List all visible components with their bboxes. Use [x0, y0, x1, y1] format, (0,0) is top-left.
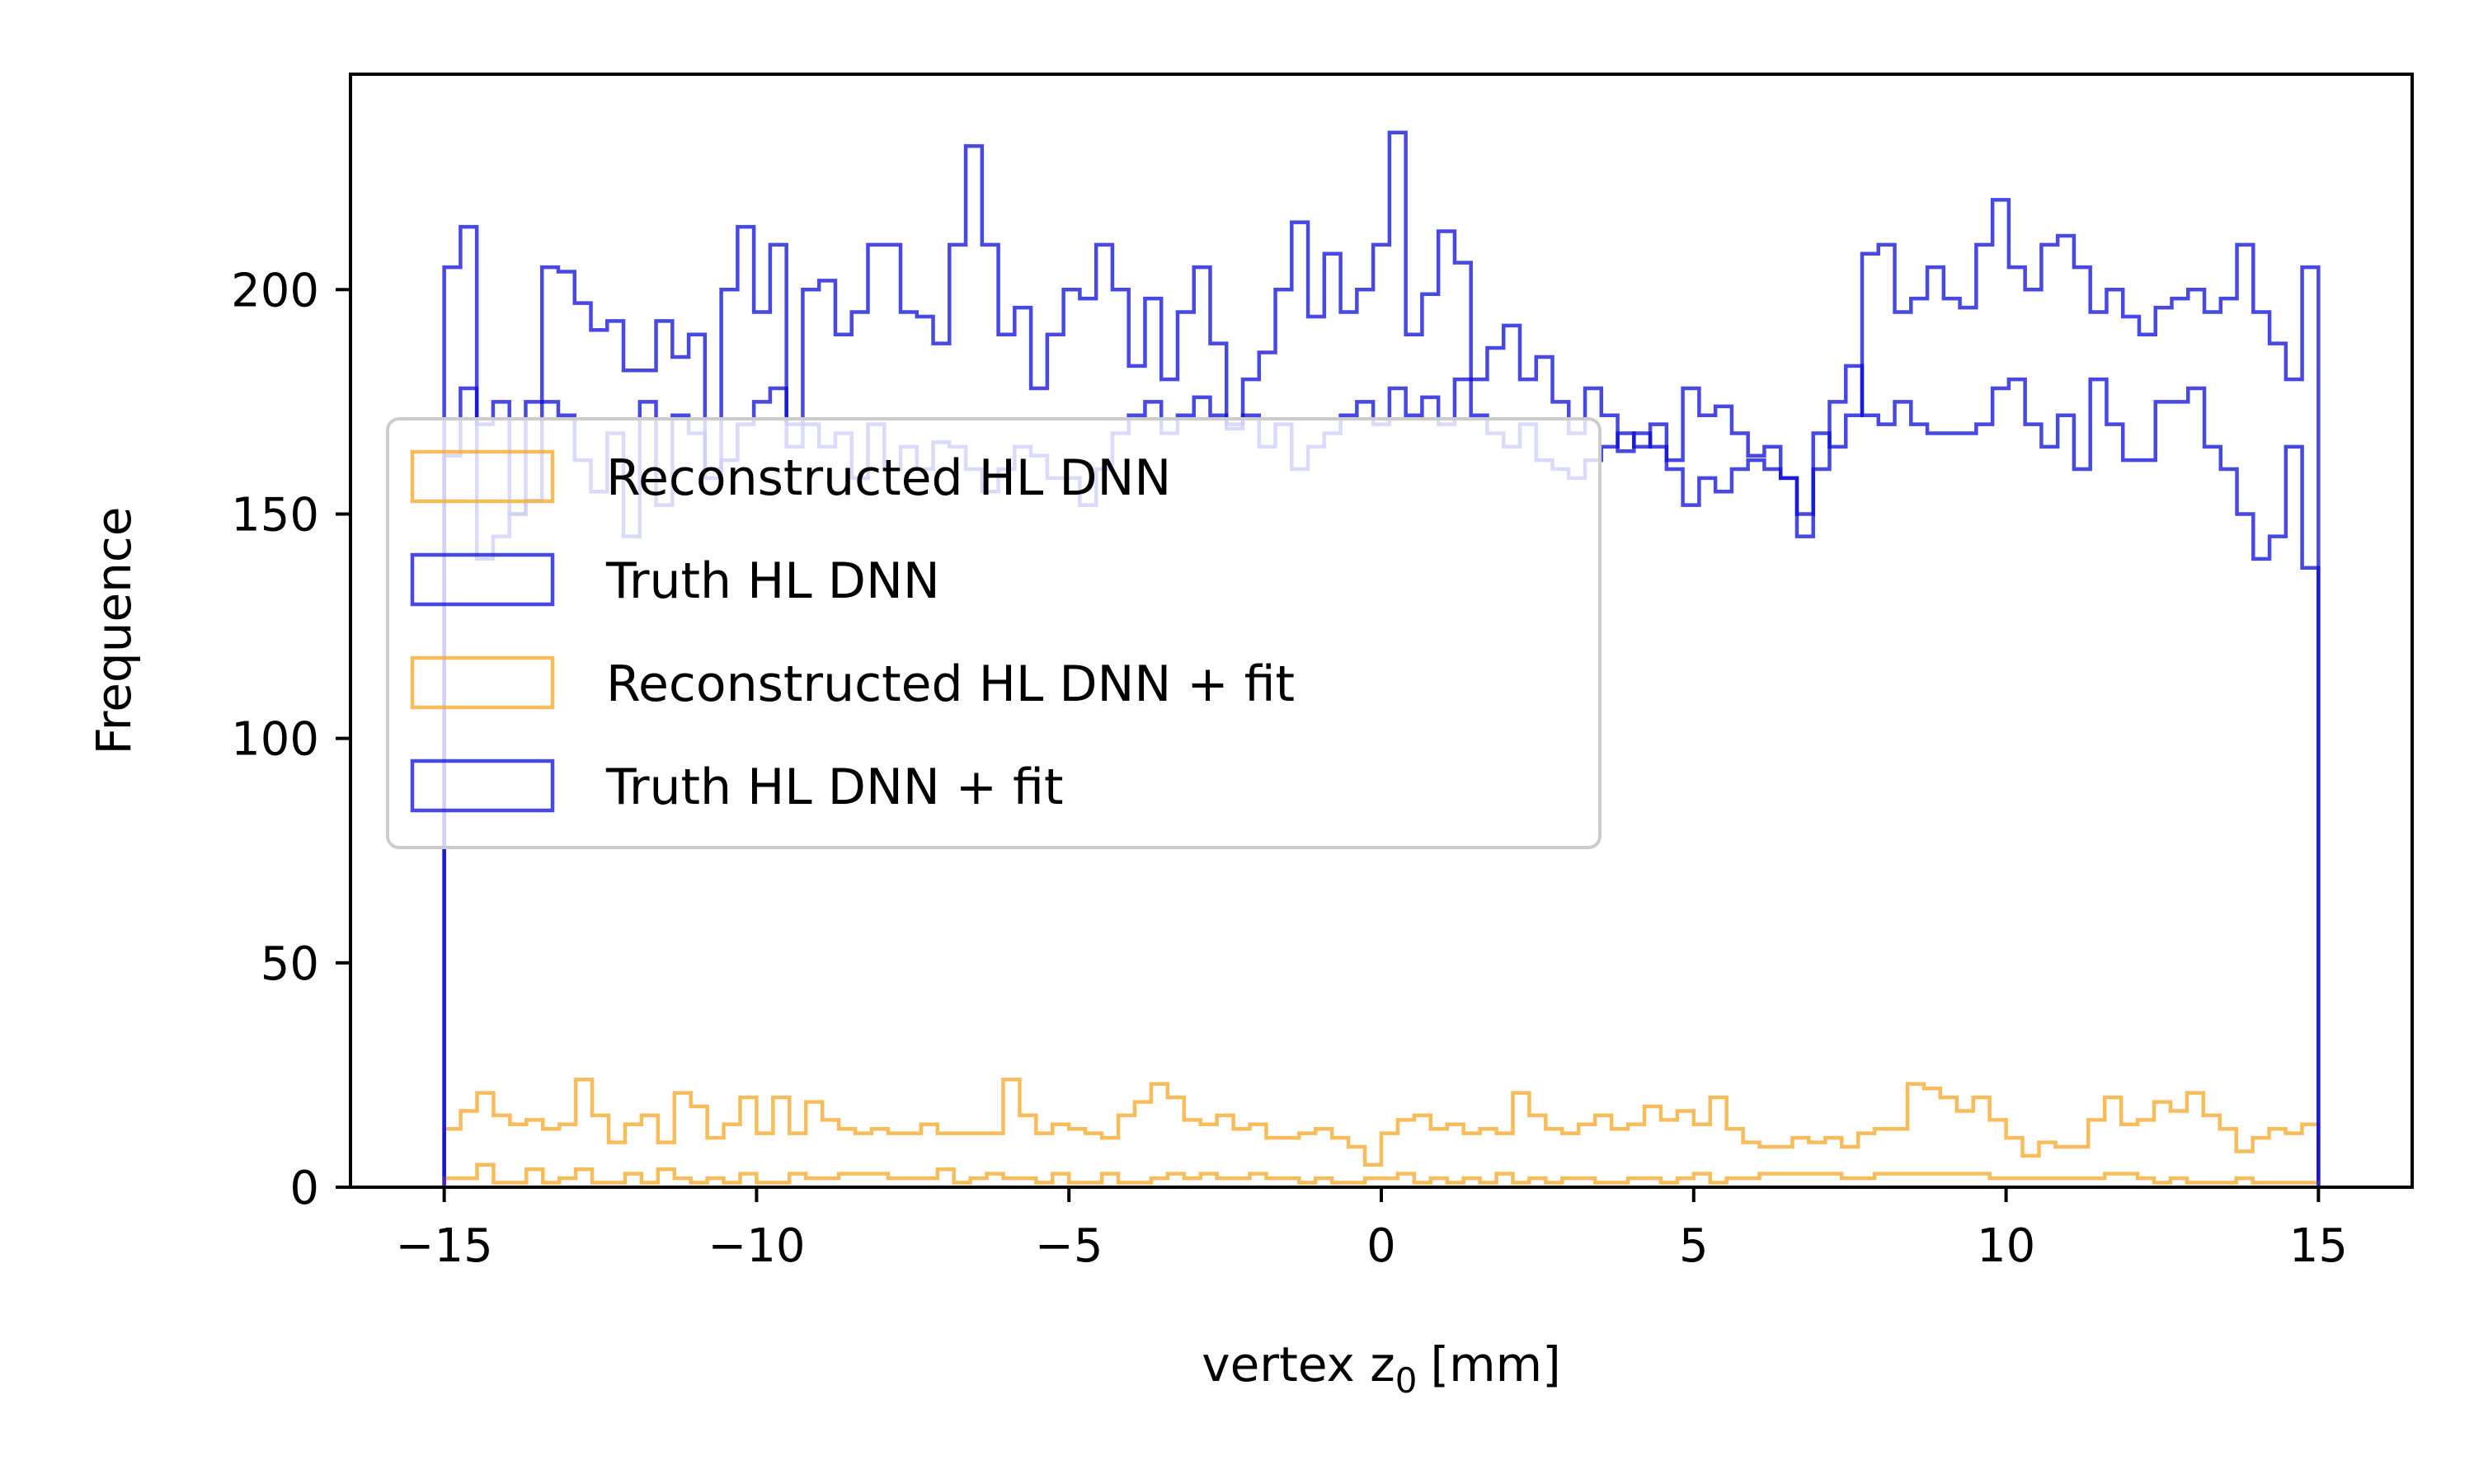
y-axis-ticks: 0 50 100 150 200: [231, 264, 350, 1215]
x-tick-label: 15: [2289, 1219, 2348, 1273]
x-axis-label: vertex z0 [mm]: [1202, 1336, 1560, 1401]
x-tick-label: 5: [1679, 1219, 1709, 1273]
y-tick-label: 0: [289, 1162, 319, 1215]
x-tick-label: −10: [708, 1219, 805, 1273]
x-tick-label: −15: [396, 1219, 493, 1273]
y-axis-label: Frequence: [86, 507, 142, 755]
histogram-series-4: [442, 130, 2321, 1187]
x-axis-ticks: −15 −10 −5 0 5 10 15: [396, 1187, 2348, 1273]
legend-swatch: [410, 758, 555, 813]
legend-label: Truth HL DNN + fit: [605, 758, 1063, 816]
x-tick-label: 0: [1366, 1219, 1396, 1273]
legend-swatch: [410, 449, 555, 504]
y-tick-label: 150: [231, 488, 319, 542]
histogram-series-1: [442, 1078, 2321, 1187]
x-tick-label: 10: [1977, 1219, 2035, 1273]
x-tick-label: −5: [1035, 1219, 1103, 1273]
legend-label: Reconstructed HL DNN + fit: [606, 655, 1295, 713]
histogram-series-3: [442, 1162, 2321, 1187]
legend-label: Reconstructed HL DNN: [606, 449, 1171, 507]
legend-box: [386, 417, 1602, 849]
y-tick-label: 50: [261, 937, 319, 991]
legend-swatch: [410, 552, 555, 607]
y-tick-label: 200: [231, 264, 319, 317]
legend: Reconstructed HL DNN Truth HL DNN Reconstr…: [386, 417, 1602, 849]
legend-swatch: [410, 655, 555, 710]
legend-label: Truth HL DNN: [605, 552, 940, 610]
y-tick-label: 100: [231, 713, 319, 767]
